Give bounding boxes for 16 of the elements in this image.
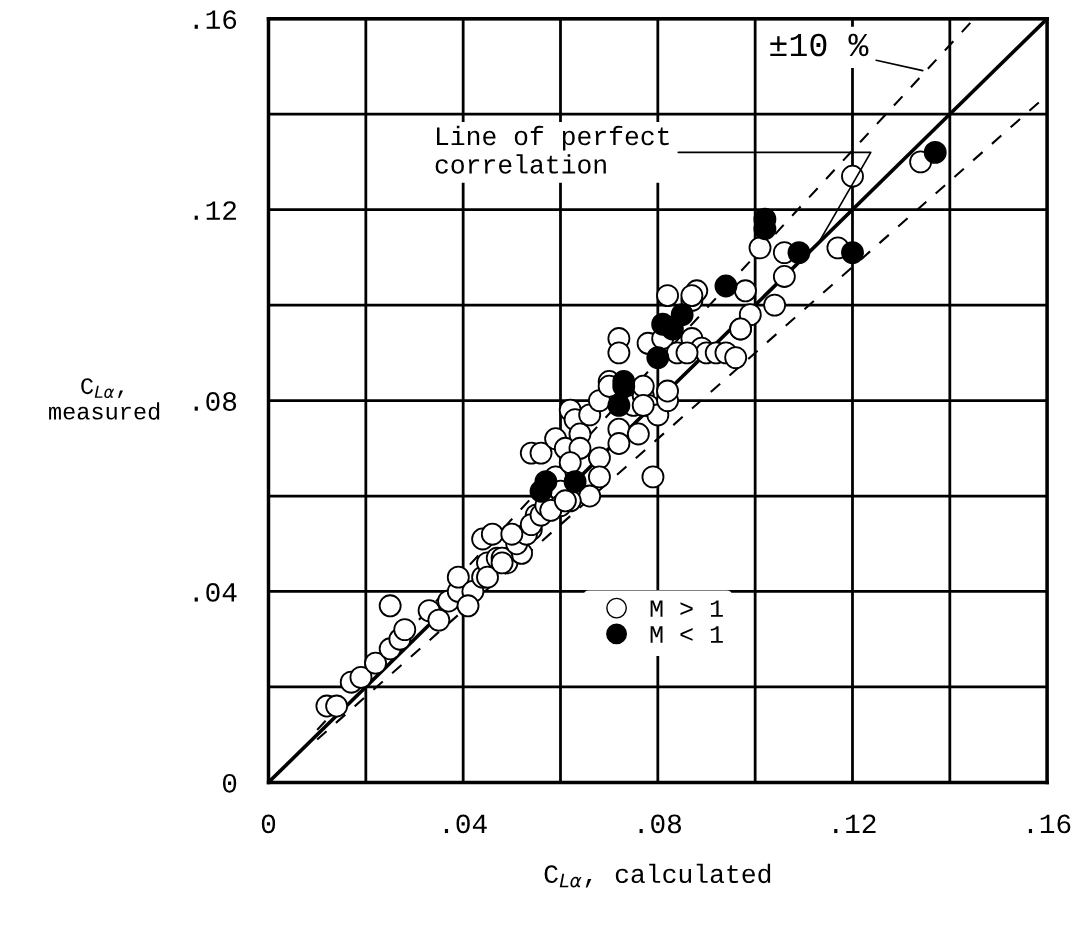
annotation: ±10 % bbox=[770, 33, 869, 57]
y-tick-label: .04 bbox=[194, 582, 237, 602]
y-tick-label: 0 bbox=[222, 773, 237, 793]
x-axis-title: C$_{Lα}$, calculated bbox=[544, 863, 771, 888]
x-tick-label: .16 bbox=[1028, 814, 1071, 834]
x-tick-label: 0 bbox=[261, 814, 276, 834]
legend-label: M < 1 bbox=[650, 626, 723, 643]
y-tick-label: .16 bbox=[194, 10, 237, 30]
x-tick-label: .08 bbox=[639, 814, 681, 834]
y-tick-label: .08 bbox=[194, 392, 237, 411]
annotation: Line of perfect correlation bbox=[435, 125, 669, 174]
x-tick-label: .04 bbox=[444, 814, 487, 834]
y-axis-title: C$_{Lα}$, measured bbox=[49, 378, 160, 420]
y-tick-label: .12 bbox=[194, 201, 236, 220]
x-tick-label: .12 bbox=[834, 814, 876, 834]
legend-label: M > 1 bbox=[650, 600, 723, 617]
